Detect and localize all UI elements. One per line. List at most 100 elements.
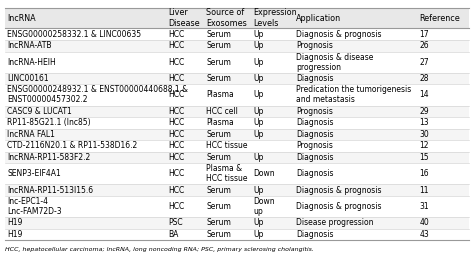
FancyBboxPatch shape — [5, 185, 469, 196]
Text: 27: 27 — [419, 58, 429, 67]
Text: lncRNA FAL1: lncRNA FAL1 — [7, 130, 55, 139]
Text: 13: 13 — [419, 118, 429, 127]
FancyBboxPatch shape — [5, 163, 469, 185]
Text: HCC: HCC — [168, 74, 184, 83]
Text: lncRNA-ATB: lncRNA-ATB — [7, 41, 52, 50]
Text: Up: Up — [254, 218, 264, 228]
Text: 28: 28 — [419, 74, 429, 83]
Text: Serum: Serum — [206, 153, 231, 162]
FancyBboxPatch shape — [5, 217, 469, 229]
FancyBboxPatch shape — [5, 51, 469, 73]
Text: Up: Up — [254, 186, 264, 195]
FancyBboxPatch shape — [5, 40, 469, 51]
Text: Up: Up — [254, 118, 264, 127]
FancyBboxPatch shape — [5, 140, 469, 152]
Text: 12: 12 — [419, 142, 429, 150]
Text: 16: 16 — [419, 169, 429, 178]
Text: Down
up: Down up — [254, 197, 275, 216]
Text: HCC cell: HCC cell — [206, 107, 238, 116]
FancyBboxPatch shape — [5, 73, 469, 84]
Text: Up: Up — [254, 90, 264, 99]
Text: ENSG00000248932.1 & ENST00000440688.1 &
ENST00000457302.2: ENSG00000248932.1 & ENST00000440688.1 & … — [7, 85, 188, 105]
FancyBboxPatch shape — [5, 152, 469, 163]
Text: 30: 30 — [419, 130, 429, 139]
Text: Serum: Serum — [206, 30, 231, 39]
Text: HCC, hepatocellular carcinoma; lncRNA, long noncoding RNA; PSC, primary sclerosi: HCC, hepatocellular carcinoma; lncRNA, l… — [5, 247, 314, 252]
Text: 14: 14 — [419, 90, 429, 99]
Text: Serum: Serum — [206, 74, 231, 83]
Text: H19: H19 — [7, 230, 22, 239]
Text: 29: 29 — [419, 107, 429, 116]
Text: HCC: HCC — [168, 169, 184, 178]
Text: Diagnosis & disease
progression: Diagnosis & disease progression — [296, 53, 374, 72]
Text: Serum: Serum — [206, 41, 231, 50]
Text: LINC00161: LINC00161 — [7, 74, 49, 83]
Text: HCC: HCC — [168, 58, 184, 67]
Text: SENP3-EIF4A1: SENP3-EIF4A1 — [7, 169, 61, 178]
Text: 15: 15 — [419, 153, 429, 162]
Text: 17: 17 — [419, 30, 429, 39]
Text: 43: 43 — [419, 230, 429, 239]
Text: Serum: Serum — [206, 230, 231, 239]
Text: Application: Application — [296, 14, 341, 23]
Text: Reference: Reference — [419, 14, 460, 23]
Text: Prognosis: Prognosis — [296, 41, 333, 50]
FancyBboxPatch shape — [5, 84, 469, 106]
Text: lncRNA-RP11-583F2.2: lncRNA-RP11-583F2.2 — [7, 153, 91, 162]
Text: HCC: HCC — [168, 153, 184, 162]
Text: Serum: Serum — [206, 58, 231, 67]
Text: ENSG00000258332.1 & LINC00635: ENSG00000258332.1 & LINC00635 — [7, 30, 141, 39]
Text: Diagnosis: Diagnosis — [296, 153, 334, 162]
Text: Serum: Serum — [206, 130, 231, 139]
FancyBboxPatch shape — [5, 117, 469, 129]
Text: HCC: HCC — [168, 41, 184, 50]
Text: Liver
Disease: Liver Disease — [168, 8, 200, 28]
Text: Serum: Serum — [206, 186, 231, 195]
FancyBboxPatch shape — [5, 196, 469, 217]
Text: HCC: HCC — [168, 142, 184, 150]
Text: HCC: HCC — [168, 130, 184, 139]
Text: Up: Up — [254, 130, 264, 139]
Text: Down: Down — [254, 169, 275, 178]
Text: Diagnosis: Diagnosis — [296, 230, 334, 239]
Text: 40: 40 — [419, 218, 429, 228]
Text: HCC: HCC — [168, 118, 184, 127]
Text: Diagnosis & prognosis: Diagnosis & prognosis — [296, 30, 382, 39]
Text: lncRNA-RP11-513I15.6: lncRNA-RP11-513I15.6 — [7, 186, 93, 195]
Text: lncRNA-HEIH: lncRNA-HEIH — [7, 58, 56, 67]
Text: Up: Up — [254, 107, 264, 116]
Text: Prognosis: Prognosis — [296, 142, 333, 150]
FancyBboxPatch shape — [5, 106, 469, 117]
Text: Predication the tumorigenesis
and metastasis: Predication the tumorigenesis and metast… — [296, 85, 411, 105]
Text: 26: 26 — [419, 41, 429, 50]
Text: H19: H19 — [7, 218, 22, 228]
Text: HCC: HCC — [168, 107, 184, 116]
Text: HCC tissue: HCC tissue — [206, 142, 248, 150]
FancyBboxPatch shape — [5, 129, 469, 140]
Text: HCC: HCC — [168, 90, 184, 99]
Text: CTD-2116N20.1 & RP11-538D16.2: CTD-2116N20.1 & RP11-538D16.2 — [7, 142, 137, 150]
Text: 11: 11 — [419, 186, 429, 195]
Text: lncRNA: lncRNA — [7, 14, 36, 23]
Text: Disease progression: Disease progression — [296, 218, 374, 228]
Text: Diagnosis & prognosis: Diagnosis & prognosis — [296, 186, 382, 195]
Text: Serum: Serum — [206, 218, 231, 228]
Text: 31: 31 — [419, 202, 429, 211]
Text: HCC: HCC — [168, 30, 184, 39]
FancyBboxPatch shape — [5, 8, 469, 29]
Text: Diagnosis: Diagnosis — [296, 130, 334, 139]
Text: Up: Up — [254, 74, 264, 83]
Text: HCC: HCC — [168, 186, 184, 195]
Text: Up: Up — [254, 153, 264, 162]
Text: Diagnosis: Diagnosis — [296, 118, 334, 127]
Text: Source of
Exosomes: Source of Exosomes — [206, 8, 247, 28]
Text: HCC: HCC — [168, 202, 184, 211]
Text: PSC: PSC — [168, 218, 183, 228]
Text: Diagnosis & prognosis: Diagnosis & prognosis — [296, 202, 382, 211]
Text: Up: Up — [254, 58, 264, 67]
Text: Expression
Levels: Expression Levels — [254, 8, 297, 28]
Text: Plasma &
HCC tissue: Plasma & HCC tissue — [206, 164, 248, 183]
Text: BA: BA — [168, 230, 179, 239]
Text: Serum: Serum — [206, 202, 231, 211]
Text: Diagnosis: Diagnosis — [296, 169, 334, 178]
